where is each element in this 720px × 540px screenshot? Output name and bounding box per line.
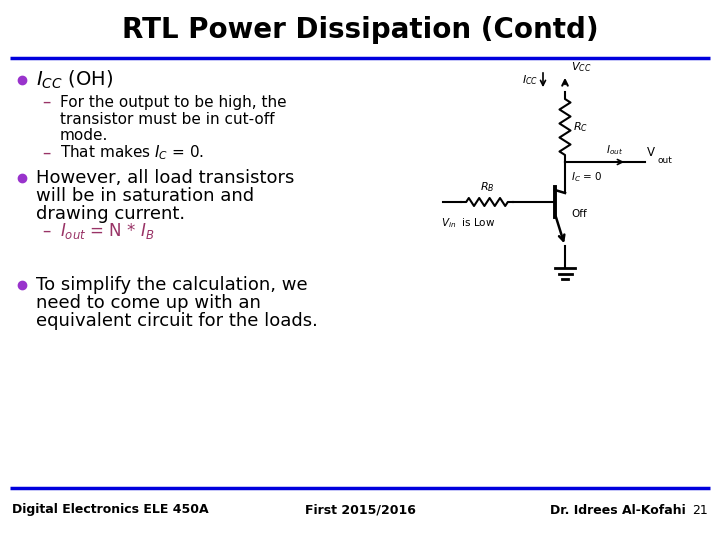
Text: Digital Electronics ELE 450A: Digital Electronics ELE 450A — [12, 503, 209, 516]
Text: $I_{out}$: $I_{out}$ — [606, 143, 624, 157]
Text: drawing current.: drawing current. — [36, 205, 185, 223]
Text: $V_{in}$  is Low: $V_{in}$ is Low — [441, 216, 495, 230]
Text: transistor must be in cut-off: transistor must be in cut-off — [60, 111, 274, 126]
Text: Dr. Idrees Al-Kofahi: Dr. Idrees Al-Kofahi — [550, 503, 685, 516]
Text: –: – — [42, 93, 50, 111]
Text: That makes $I_C$ = 0.: That makes $I_C$ = 0. — [60, 144, 204, 163]
Text: Off: Off — [571, 209, 587, 219]
Text: To simplify the calculation, we: To simplify the calculation, we — [36, 276, 307, 294]
Text: RTL Power Dissipation (Contd): RTL Power Dissipation (Contd) — [122, 16, 598, 44]
Text: 21: 21 — [692, 503, 708, 516]
Text: –: – — [42, 144, 50, 162]
Text: $R_C$: $R_C$ — [573, 120, 588, 134]
Text: $R_B$: $R_B$ — [480, 180, 495, 194]
Text: equivalent circuit for the loads.: equivalent circuit for the loads. — [36, 312, 318, 330]
Text: will be in saturation and: will be in saturation and — [36, 187, 254, 205]
Text: $I_{CC}$ (OH): $I_{CC}$ (OH) — [36, 69, 113, 91]
Text: need to come up with an: need to come up with an — [36, 294, 261, 312]
Text: For the output to be high, the: For the output to be high, the — [60, 94, 287, 110]
Text: out: out — [657, 156, 672, 165]
Text: V: V — [647, 146, 655, 159]
Text: First 2015/2016: First 2015/2016 — [305, 503, 415, 516]
Text: mode.: mode. — [60, 129, 109, 144]
Text: –: – — [42, 222, 50, 240]
Text: $I_{CC}$: $I_{CC}$ — [522, 73, 538, 87]
Text: $I_C$ = 0: $I_C$ = 0 — [571, 170, 603, 184]
Text: $V_{CC}$: $V_{CC}$ — [571, 60, 591, 74]
Text: However, all load transistors: However, all load transistors — [36, 169, 294, 187]
Text: $I_{out}$ = N * $I_B$: $I_{out}$ = N * $I_B$ — [60, 221, 155, 241]
